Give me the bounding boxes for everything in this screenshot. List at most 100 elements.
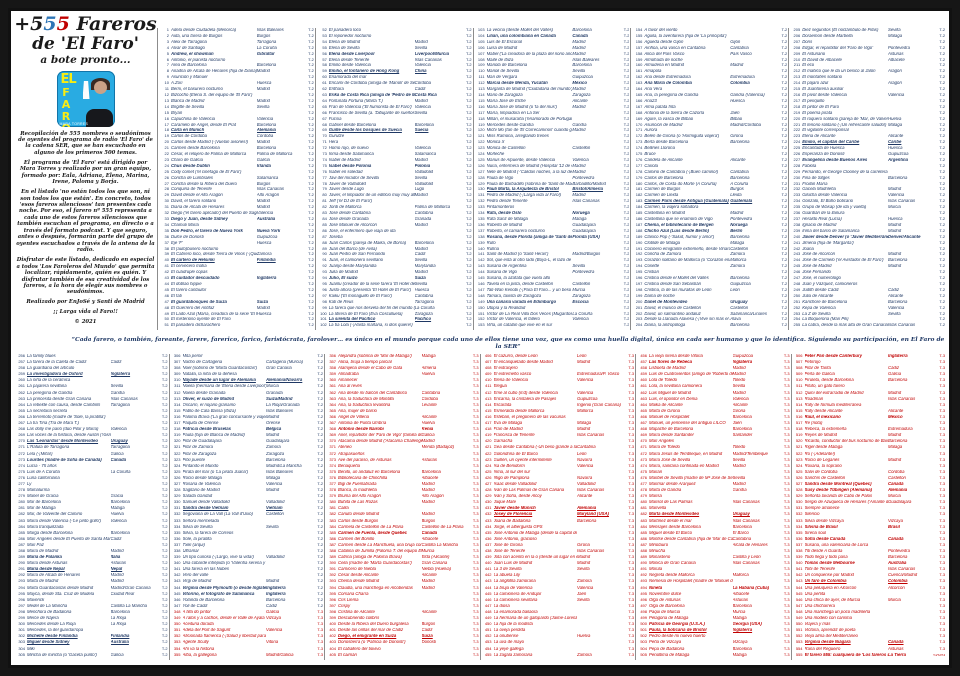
farero-name: El Guerrero del Antifaz	[171, 305, 215, 310]
farero-name: Roxana, la soprano	[804, 463, 842, 468]
farero-number: 345	[173, 591, 181, 596]
farero-number: 160	[635, 63, 643, 68]
list-item: 161 Amapola T-2	[633, 69, 787, 75]
farero-tema-code: T-2	[465, 305, 472, 310]
farero-tema-code: T-2	[317, 463, 323, 468]
farero-number: 62	[322, 87, 327, 92]
farero-number: 357	[329, 360, 336, 365]
farero-location: Madrid	[256, 69, 270, 74]
farero-location: Granada	[414, 217, 432, 221]
list-item: 88 Juan Carlos (pareja de Maika, de Borna…	[318, 241, 471, 247]
farero-location: Madrid	[110, 573, 124, 578]
farero-tema-code: T-3	[628, 360, 634, 365]
list-item: 300 Mercedes desde La Rioja La Rioja T-2	[16, 622, 167, 628]
farero-name: La oveja perdida	[493, 628, 526, 633]
farero-location: Castellón	[730, 246, 749, 251]
farero-number: 343	[173, 579, 181, 584]
farero-tema-code: T-2	[939, 240, 945, 245]
farero-name: Mar, de Valverde del Camino	[27, 512, 83, 517]
farero-tema-code: T-2	[623, 205, 630, 210]
farero-location: La Coruña	[414, 305, 435, 310]
farero-number: 78	[322, 181, 327, 186]
farero-tema-code: T-3	[472, 384, 479, 389]
list-item: 212 El mañico que le da un besico al Jaló…	[791, 69, 945, 75]
list-item: 69 Guille desde los bosques de Suecia Suec…	[318, 128, 471, 134]
farero-location: Tarragona	[110, 402, 130, 407]
list-item: 531 Siempre amanece T-3	[794, 506, 945, 512]
list-item: 142 Sol, que está al otro lado (Boya-L, e…	[476, 258, 629, 264]
farero-location: Castilla La Mancha	[421, 542, 459, 547]
farero-tema-code: T-2	[308, 146, 314, 151]
list-item: 41 El cervecero mafia T-2	[160, 264, 314, 270]
farero-name: Aficionada flamenca (-¡Salud y libertad …	[182, 634, 267, 639]
list-item: 357 Alicia, bruja a tiempo parcial T-3	[327, 360, 478, 366]
farero-tema-code: T-2	[781, 228, 788, 233]
farero-location: Madrid	[572, 51, 586, 56]
farero-tema-code: T-3	[472, 439, 479, 444]
list-item: 313 Oliver, el suizo de Madrid Suiza/Madri…	[172, 396, 323, 403]
list-item: 74 Isabel de Madrid Madrid T-2	[318, 158, 471, 164]
farero-name: Hera	[328, 140, 339, 145]
farero-tema-code: T-2	[623, 252, 630, 257]
list-item: 450 La hija de la modista T-3	[483, 622, 634, 628]
list-item: 54 Elena de Madrid Madrid T-2	[318, 40, 471, 46]
farero-name: Un faro de Colombia	[804, 579, 847, 584]
farero-tema-code: T-2	[308, 270, 314, 275]
farero-tema-code: T-3	[939, 414, 945, 419]
farero-location: Barcelona	[256, 63, 277, 68]
farero-tema-code: T-3	[939, 378, 945, 383]
farero-number: 227	[793, 157, 801, 162]
farero-name: Mamalurma	[27, 488, 50, 493]
farero-tema-code: T-3	[472, 433, 479, 438]
logo-faro-text: FARO	[59, 86, 73, 127]
farero-number: 139	[477, 240, 485, 245]
farero-name: José desde Granada	[328, 217, 369, 221]
farero-tema-code: T-3	[783, 427, 790, 432]
farero-location: Alicante	[887, 293, 904, 298]
farero-number: 313	[173, 396, 181, 401]
farero-number: 305	[18, 652, 25, 657]
farero-tema-code: T-2	[465, 287, 472, 292]
farero-name: Mensajes desde Barcelona	[649, 524, 701, 529]
farero-location: Alemania	[888, 488, 908, 493]
farero-name: Yolanda de Barcelona	[182, 597, 225, 602]
farero-number: 258	[18, 366, 25, 371]
farero-number: 208	[793, 45, 801, 50]
list-item: 354 Ahí va la historia T-3	[172, 647, 323, 653]
farero-name: Conquina de Tenerife	[171, 187, 212, 192]
farero-location: Cantabria	[414, 211, 434, 216]
farero-name: Perla de Galicia	[804, 372, 835, 377]
farero-location: Madrid	[256, 140, 270, 145]
farero-name: Las flores de Rebeca	[649, 360, 692, 365]
farero-number: 1	[166, 28, 169, 32]
list-item: 1 Adela desde Ciudadela (Menorca) Islas Ba…	[160, 28, 314, 34]
farero-number: 551	[795, 628, 803, 633]
farero-number: 520	[795, 439, 803, 444]
farero-number: 359	[329, 372, 336, 377]
farero-number: 283	[18, 518, 25, 523]
farero-tema-code: T-3	[939, 634, 945, 639]
farero-name: Ave del paraíso, de Asturias	[338, 457, 392, 462]
farero-number: 543	[795, 579, 803, 584]
list-item: 51 El panadero dicharachero T-2	[160, 323, 314, 329]
farero-tema-code: T-2	[317, 469, 323, 474]
farero-name: Gacela Madrileña	[802, 187, 836, 192]
farero-tema-code: T-2	[308, 39, 314, 44]
farero-location: Bilbao	[730, 116, 743, 121]
farero-name: Monasterio	[649, 555, 671, 560]
farero-number: 500	[640, 622, 647, 627]
list-item: 483 Martínez desde el mar Islas Canarias T-…	[638, 519, 789, 525]
farero-number: 299	[18, 616, 25, 621]
list-item: 412 Eme al cubo (m3) desde Valencia Valenc…	[483, 391, 634, 397]
list-item: 512 Quini del extrarradio de Madrid Madrid…	[794, 391, 945, 397]
farero-tema-code: T-2	[308, 28, 314, 32]
list-item: 146 Tavela en la pista, desde Castellón Ca…	[476, 282, 629, 288]
farero-number: 392	[329, 573, 336, 578]
farero-name: Claudia, una manchega en Alcobendas	[338, 585, 413, 590]
list-item: 43 El cuidador descuidado Inglaterra T-2	[160, 276, 314, 282]
farero-number: 15	[164, 110, 169, 115]
farero-tema-code: T-2	[939, 305, 945, 310]
farero-name: Candela de Alicante	[644, 157, 683, 162]
list-item: 443 La anglófila zamorana Zamora T-3	[483, 579, 634, 585]
farero-location: Escocia	[572, 299, 589, 304]
